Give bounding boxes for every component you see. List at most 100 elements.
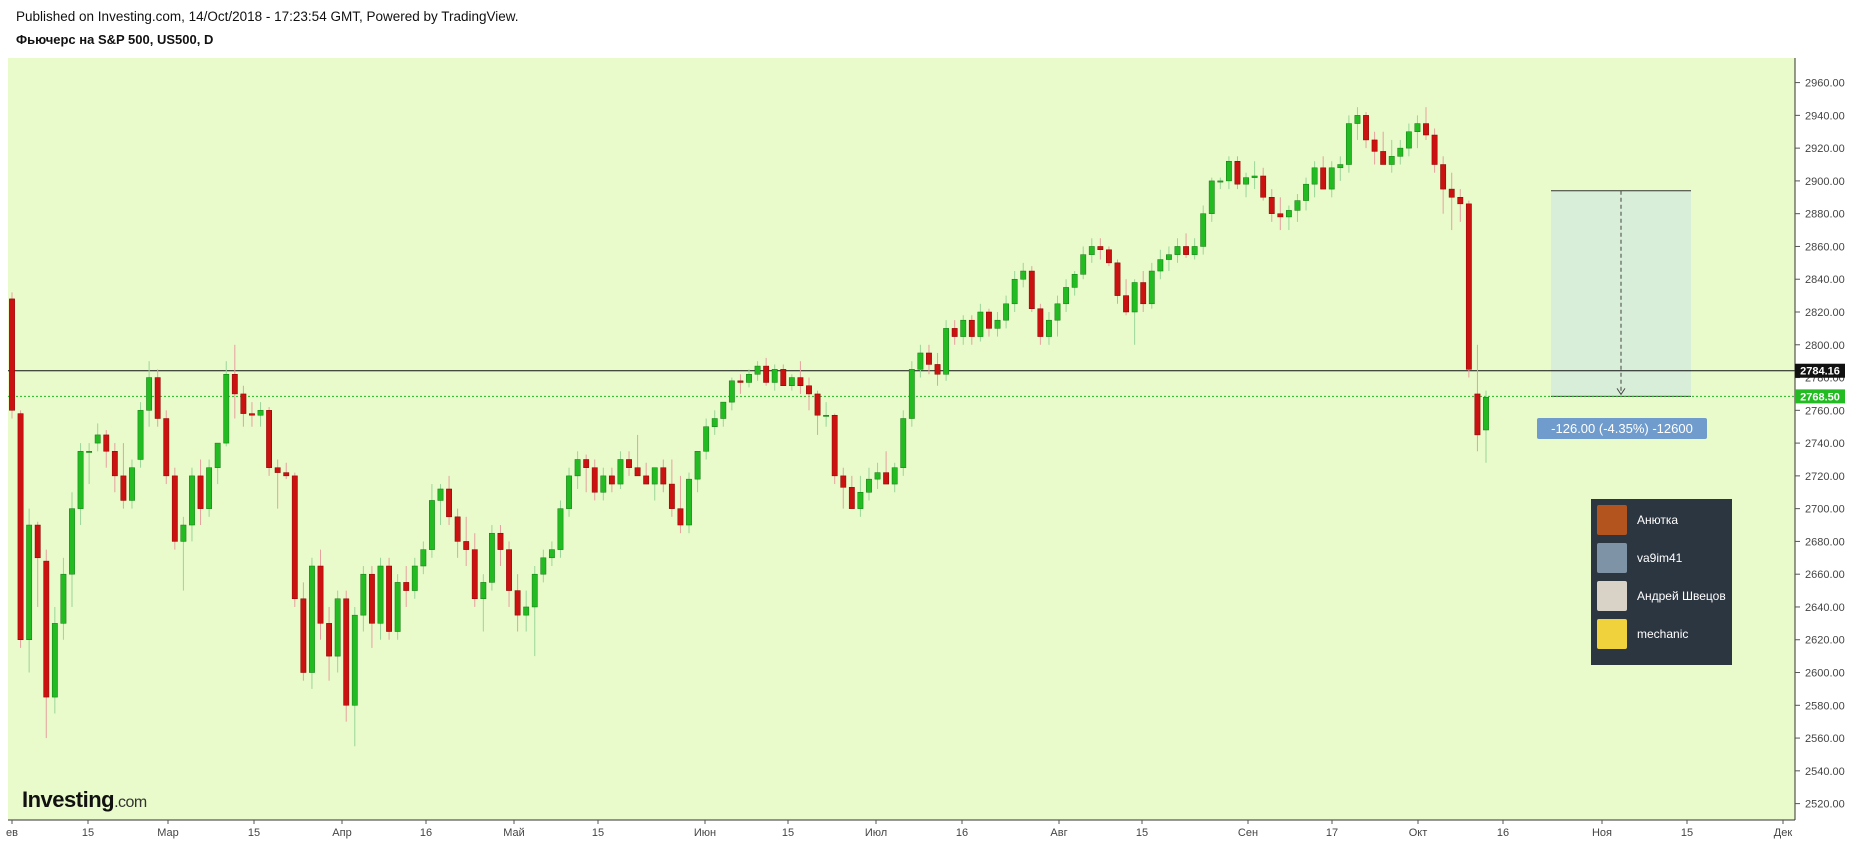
- candle-body: [60, 573, 67, 624]
- candle-body: [643, 475, 650, 485]
- candle-body: [77, 451, 84, 509]
- investing-logo: Investing.com: [22, 787, 147, 812]
- candle-body: [754, 365, 761, 375]
- candle-body: [566, 475, 572, 509]
- candle-body: [1457, 197, 1464, 205]
- candle-body: [1114, 262, 1121, 296]
- candle-body: [883, 472, 890, 485]
- candle-body: [249, 413, 255, 416]
- candle-body: [377, 565, 384, 624]
- x-tick-label: Дек: [1774, 827, 1793, 839]
- candle-body: [737, 380, 744, 383]
- candle-body: [334, 598, 341, 657]
- y-tick-label: 2580.00: [1805, 700, 1845, 712]
- price-axis[interactable]: 2520.00 2540.00 2560.00 2580.00 2600.00 2620.…: [1794, 58, 1845, 820]
- price-badge-label: 2784.16: [1800, 366, 1840, 378]
- candle-body: [94, 434, 101, 444]
- x-tick-label: 15: [82, 827, 94, 839]
- y-tick-label: 2740.00: [1805, 438, 1845, 450]
- viewer-name: va9im41: [1637, 551, 1683, 565]
- measure-label: -126.00 (-4.35%) -12600: [1537, 418, 1707, 439]
- candle-body: [686, 478, 692, 526]
- y-tick-label: 2800.00: [1805, 340, 1845, 352]
- viewer-name: Андрей Швецов: [1637, 589, 1726, 603]
- candle-body: [531, 573, 538, 608]
- x-tick-label: 15: [592, 827, 604, 839]
- candle-body: [711, 418, 718, 427]
- candle-body: [283, 472, 290, 477]
- candle-body: [146, 377, 153, 411]
- candle-body: [608, 475, 615, 485]
- candle-body: [557, 508, 564, 550]
- candle-body: [986, 311, 992, 329]
- candle-body: [848, 487, 855, 509]
- candle-body: [1328, 167, 1335, 190]
- candle-body: [1431, 134, 1438, 165]
- candle-body: [574, 459, 581, 477]
- candle-body: [1208, 180, 1215, 214]
- candle-body: [1243, 177, 1249, 185]
- candle-body: [617, 459, 624, 485]
- candle-body: [437, 488, 444, 501]
- candle-body: [1226, 160, 1232, 182]
- time-axis[interactable]: ев 15 Мар 15 Апр 16 Май 15 Июн 15 Июл 16 Авг 15 Сен 17 О…: [6, 819, 1795, 839]
- candle-body: [197, 475, 204, 509]
- candle-body: [317, 565, 324, 624]
- candle-body: [1440, 164, 1447, 190]
- landscape-avatar-icon: [1597, 543, 1627, 573]
- candle-body: [411, 565, 418, 591]
- candle-body: [1277, 213, 1284, 218]
- candle-body: [1003, 303, 1009, 321]
- candle-body: [1285, 210, 1292, 218]
- viewer-item[interactable]: Андрей Швецов: [1597, 581, 1729, 615]
- candle-body: [154, 377, 161, 419]
- x-tick-label: 15: [782, 827, 794, 839]
- candle-body: [1294, 200, 1301, 211]
- candle-body: [917, 352, 924, 370]
- candle-body: [231, 374, 238, 395]
- y-tick-label: 2680.00: [1805, 536, 1845, 548]
- x-tick-label: Ноя: [1592, 827, 1612, 839]
- x-tick-label: Мар: [157, 827, 179, 839]
- candle-body: [1020, 270, 1027, 280]
- candle-body: [1320, 167, 1327, 190]
- candle-body: [1183, 246, 1189, 255]
- candle-body: [17, 413, 24, 640]
- candle-body: [823, 414, 830, 417]
- candle-body: [660, 467, 667, 485]
- candle-body: [1405, 131, 1412, 149]
- y-tick-label: 2820.00: [1805, 307, 1845, 319]
- cat-avatar-icon: [1597, 581, 1627, 611]
- viewer-item[interactable]: va9im41: [1597, 543, 1729, 577]
- candle-body: [977, 311, 984, 337]
- candle-body: [1260, 175, 1267, 198]
- candle-body: [600, 475, 607, 493]
- candle-body: [908, 369, 915, 419]
- x-tick-label: 16: [420, 827, 432, 839]
- price-badge-label: 2768.50: [1800, 391, 1840, 403]
- candle-body: [1268, 197, 1275, 214]
- candle-body: [591, 467, 598, 493]
- candle-body: [351, 614, 358, 706]
- candle-body: [1123, 295, 1129, 313]
- y-tick-label: 2860.00: [1805, 241, 1845, 253]
- y-tick-label: 2920.00: [1805, 143, 1845, 155]
- candle-body: [1388, 156, 1395, 165]
- candle-body: [497, 532, 504, 550]
- viewer-item[interactable]: Анютка: [1597, 505, 1729, 539]
- measure-tool[interactable]: [1551, 190, 1691, 397]
- candle-body: [120, 475, 127, 501]
- y-tick-label: 2900.00: [1805, 176, 1845, 188]
- candle-body: [857, 492, 864, 509]
- candle-body: [1131, 282, 1138, 313]
- candle-body: [728, 380, 735, 403]
- x-tick-label: 16: [1497, 827, 1509, 839]
- candle-body: [189, 475, 195, 526]
- candle-body: [548, 549, 555, 559]
- candle-body: [523, 606, 530, 616]
- chart-title: Фьючерс на S&P 500, US500, D: [16, 32, 214, 47]
- viewer-name: mechanic: [1637, 627, 1689, 641]
- viewer-item[interactable]: mechanic: [1597, 619, 1729, 653]
- candle-body: [806, 385, 812, 395]
